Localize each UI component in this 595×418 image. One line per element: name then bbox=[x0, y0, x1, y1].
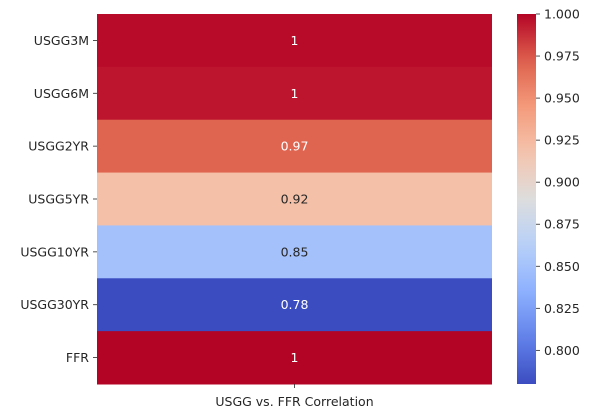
colorbar-tick-label: 1.000 bbox=[544, 7, 580, 22]
colorbar-tick-label: 0.900 bbox=[544, 175, 580, 190]
heatmap-cell-usgg5yr bbox=[97, 172, 492, 226]
row-label-usgg6m: USGG6M bbox=[34, 86, 89, 101]
cell-annotation: 0.92 bbox=[281, 192, 309, 207]
colorbar-gradient bbox=[517, 14, 536, 384]
cell-annotation: 0.78 bbox=[281, 297, 309, 312]
colorbar: 0.800 0.825 0.850 0.875 0.900 0.925 0.950 0.975… bbox=[517, 7, 580, 384]
heatmap-cell-usgg3m bbox=[97, 14, 492, 68]
colorbar-tick-label: 0.800 bbox=[544, 343, 580, 358]
column-labels: USGG vs. FFR Correlation bbox=[215, 384, 374, 409]
colorbar-tick-label: 0.850 bbox=[544, 259, 580, 274]
row-label-usgg2yr: USGG2YR bbox=[28, 139, 89, 154]
heatmap-cell-usgg6m bbox=[97, 66, 492, 121]
row-label-usgg30yr: USGG30YR bbox=[20, 297, 89, 312]
colorbar-tick-label: 0.950 bbox=[544, 91, 580, 106]
colorbar-tick-label: 0.925 bbox=[544, 133, 580, 148]
colorbar-tick-label: 0.875 bbox=[544, 217, 580, 232]
colorbar-tick-label: 0.975 bbox=[544, 49, 580, 64]
colorbar-tick-label: 0.825 bbox=[544, 301, 580, 316]
cell-annotation: 1 bbox=[291, 350, 299, 365]
cell-annotation: 0.85 bbox=[281, 244, 309, 259]
heatmap-cell-usgg30yr bbox=[97, 278, 492, 332]
row-label-usgg5yr: USGG5YR bbox=[28, 192, 89, 207]
row-label-ffr: FFR bbox=[66, 350, 89, 365]
cell-annotation: 0.97 bbox=[281, 139, 309, 154]
row-label-usgg3m: USGG3M bbox=[34, 33, 89, 48]
column-label: USGG vs. FFR Correlation bbox=[215, 394, 373, 409]
cell-annotation: 1 bbox=[291, 33, 299, 48]
heatmap-cell-usgg2yr bbox=[97, 119, 492, 174]
heatmap-cells: 1 1 0.97 0.92 0.85 0.78 1 bbox=[97, 14, 492, 385]
row-label-usgg10yr: USGG10YR bbox=[20, 244, 89, 259]
heatmap-cell-ffr bbox=[97, 331, 492, 385]
cell-annotation: 1 bbox=[291, 86, 299, 101]
heatmap-cell-usgg10yr bbox=[97, 225, 492, 279]
row-labels: USGG3M USGG6M USGG2YR USGG5YR USGG10YR USGG30… bbox=[20, 33, 97, 365]
